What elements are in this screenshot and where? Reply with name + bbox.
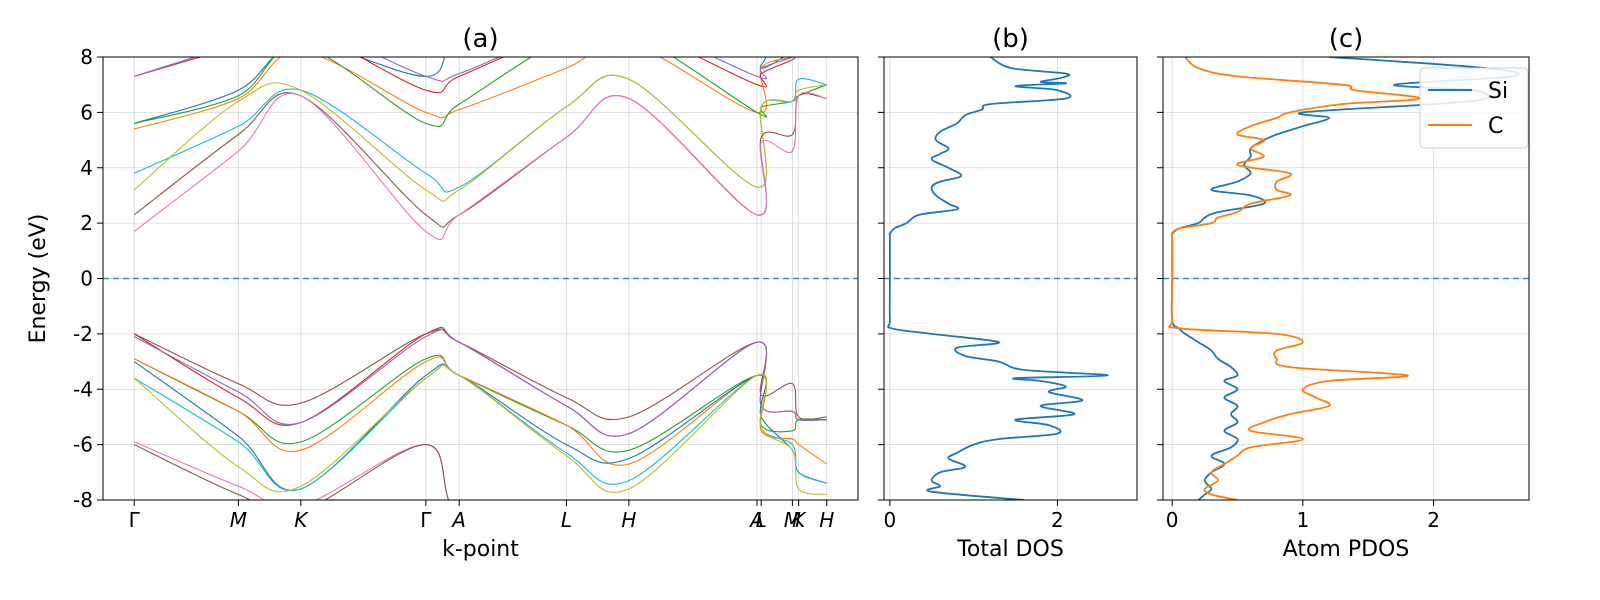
- legend-box: [1419, 67, 1529, 149]
- x-tick-label: H: [819, 508, 834, 532]
- band-14-line: [133, 361, 828, 491]
- x-tick-label: L: [561, 508, 572, 532]
- x-tick-label: H: [621, 508, 636, 532]
- band-9-line: [133, 328, 827, 421]
- band-16-line: [133, 364, 827, 496]
- x-tick-label: K: [294, 508, 309, 532]
- y-tick-label: -4: [73, 377, 93, 401]
- panel-c-atom-pdos: 0 1 2 (c) Atom PDOS Si C: [1157, 24, 1530, 562]
- y-tick-label: -2: [73, 322, 93, 346]
- x-tick-label: Γ: [420, 508, 432, 532]
- plot-area: [133, 57, 828, 500]
- y-axis-label: Energy (eV): [26, 214, 51, 344]
- band-12-line: [133, 354, 827, 453]
- x-tick-label: A: [450, 508, 466, 532]
- x-tick-label: 2: [1427, 508, 1440, 532]
- legend-label-c: C: [1488, 114, 1503, 139]
- y-tick-label: 0: [80, 267, 93, 291]
- x-tick-label: L: [756, 508, 767, 532]
- band-0-line: [887, 57, 1109, 500]
- y-tick-label: 6: [80, 100, 93, 124]
- x-tick-label: 0: [1166, 508, 1179, 532]
- band-8-line: [133, 91, 827, 241]
- band-13-line: [133, 356, 828, 466]
- legend-label-si: Si: [1488, 79, 1508, 104]
- y-tick-label: -6: [73, 433, 93, 457]
- panel-b-total-dos: 0 2 (b) Total DOS: [878, 24, 1138, 562]
- y-tick-label: 8: [80, 45, 93, 69]
- band-6-line: [133, 74, 827, 202]
- band-3-line: [134, 57, 797, 94]
- x-axis-label: k-point: [442, 537, 519, 562]
- series-c-line: [1168, 57, 1422, 500]
- plot-area: [1168, 57, 1520, 500]
- plot-area: [887, 57, 1109, 500]
- panel-title: (c): [1329, 24, 1364, 54]
- x-tick-label: A: [748, 508, 764, 532]
- x-axis-label: Atom PDOS: [1283, 537, 1410, 562]
- x-axis-label: Total DOS: [956, 537, 1064, 562]
- y-tick-label: 4: [80, 156, 93, 180]
- band-11-line: [133, 329, 827, 437]
- x-tick-label: K: [792, 508, 807, 532]
- x-tick-label: 1: [1296, 508, 1309, 532]
- x-tick-label: M: [784, 508, 801, 532]
- x-tick-label: Γ: [129, 508, 141, 532]
- x-tick-label: 2: [1051, 508, 1064, 532]
- x-tick-label: 0: [883, 508, 896, 532]
- y-tick-label: -8: [73, 488, 93, 512]
- panel-title: (b): [992, 24, 1029, 54]
- panel-title: (a): [462, 24, 498, 54]
- x-tick-label: M: [230, 508, 247, 532]
- band-15-line: [133, 364, 828, 492]
- y-tick-label: 2: [80, 211, 93, 235]
